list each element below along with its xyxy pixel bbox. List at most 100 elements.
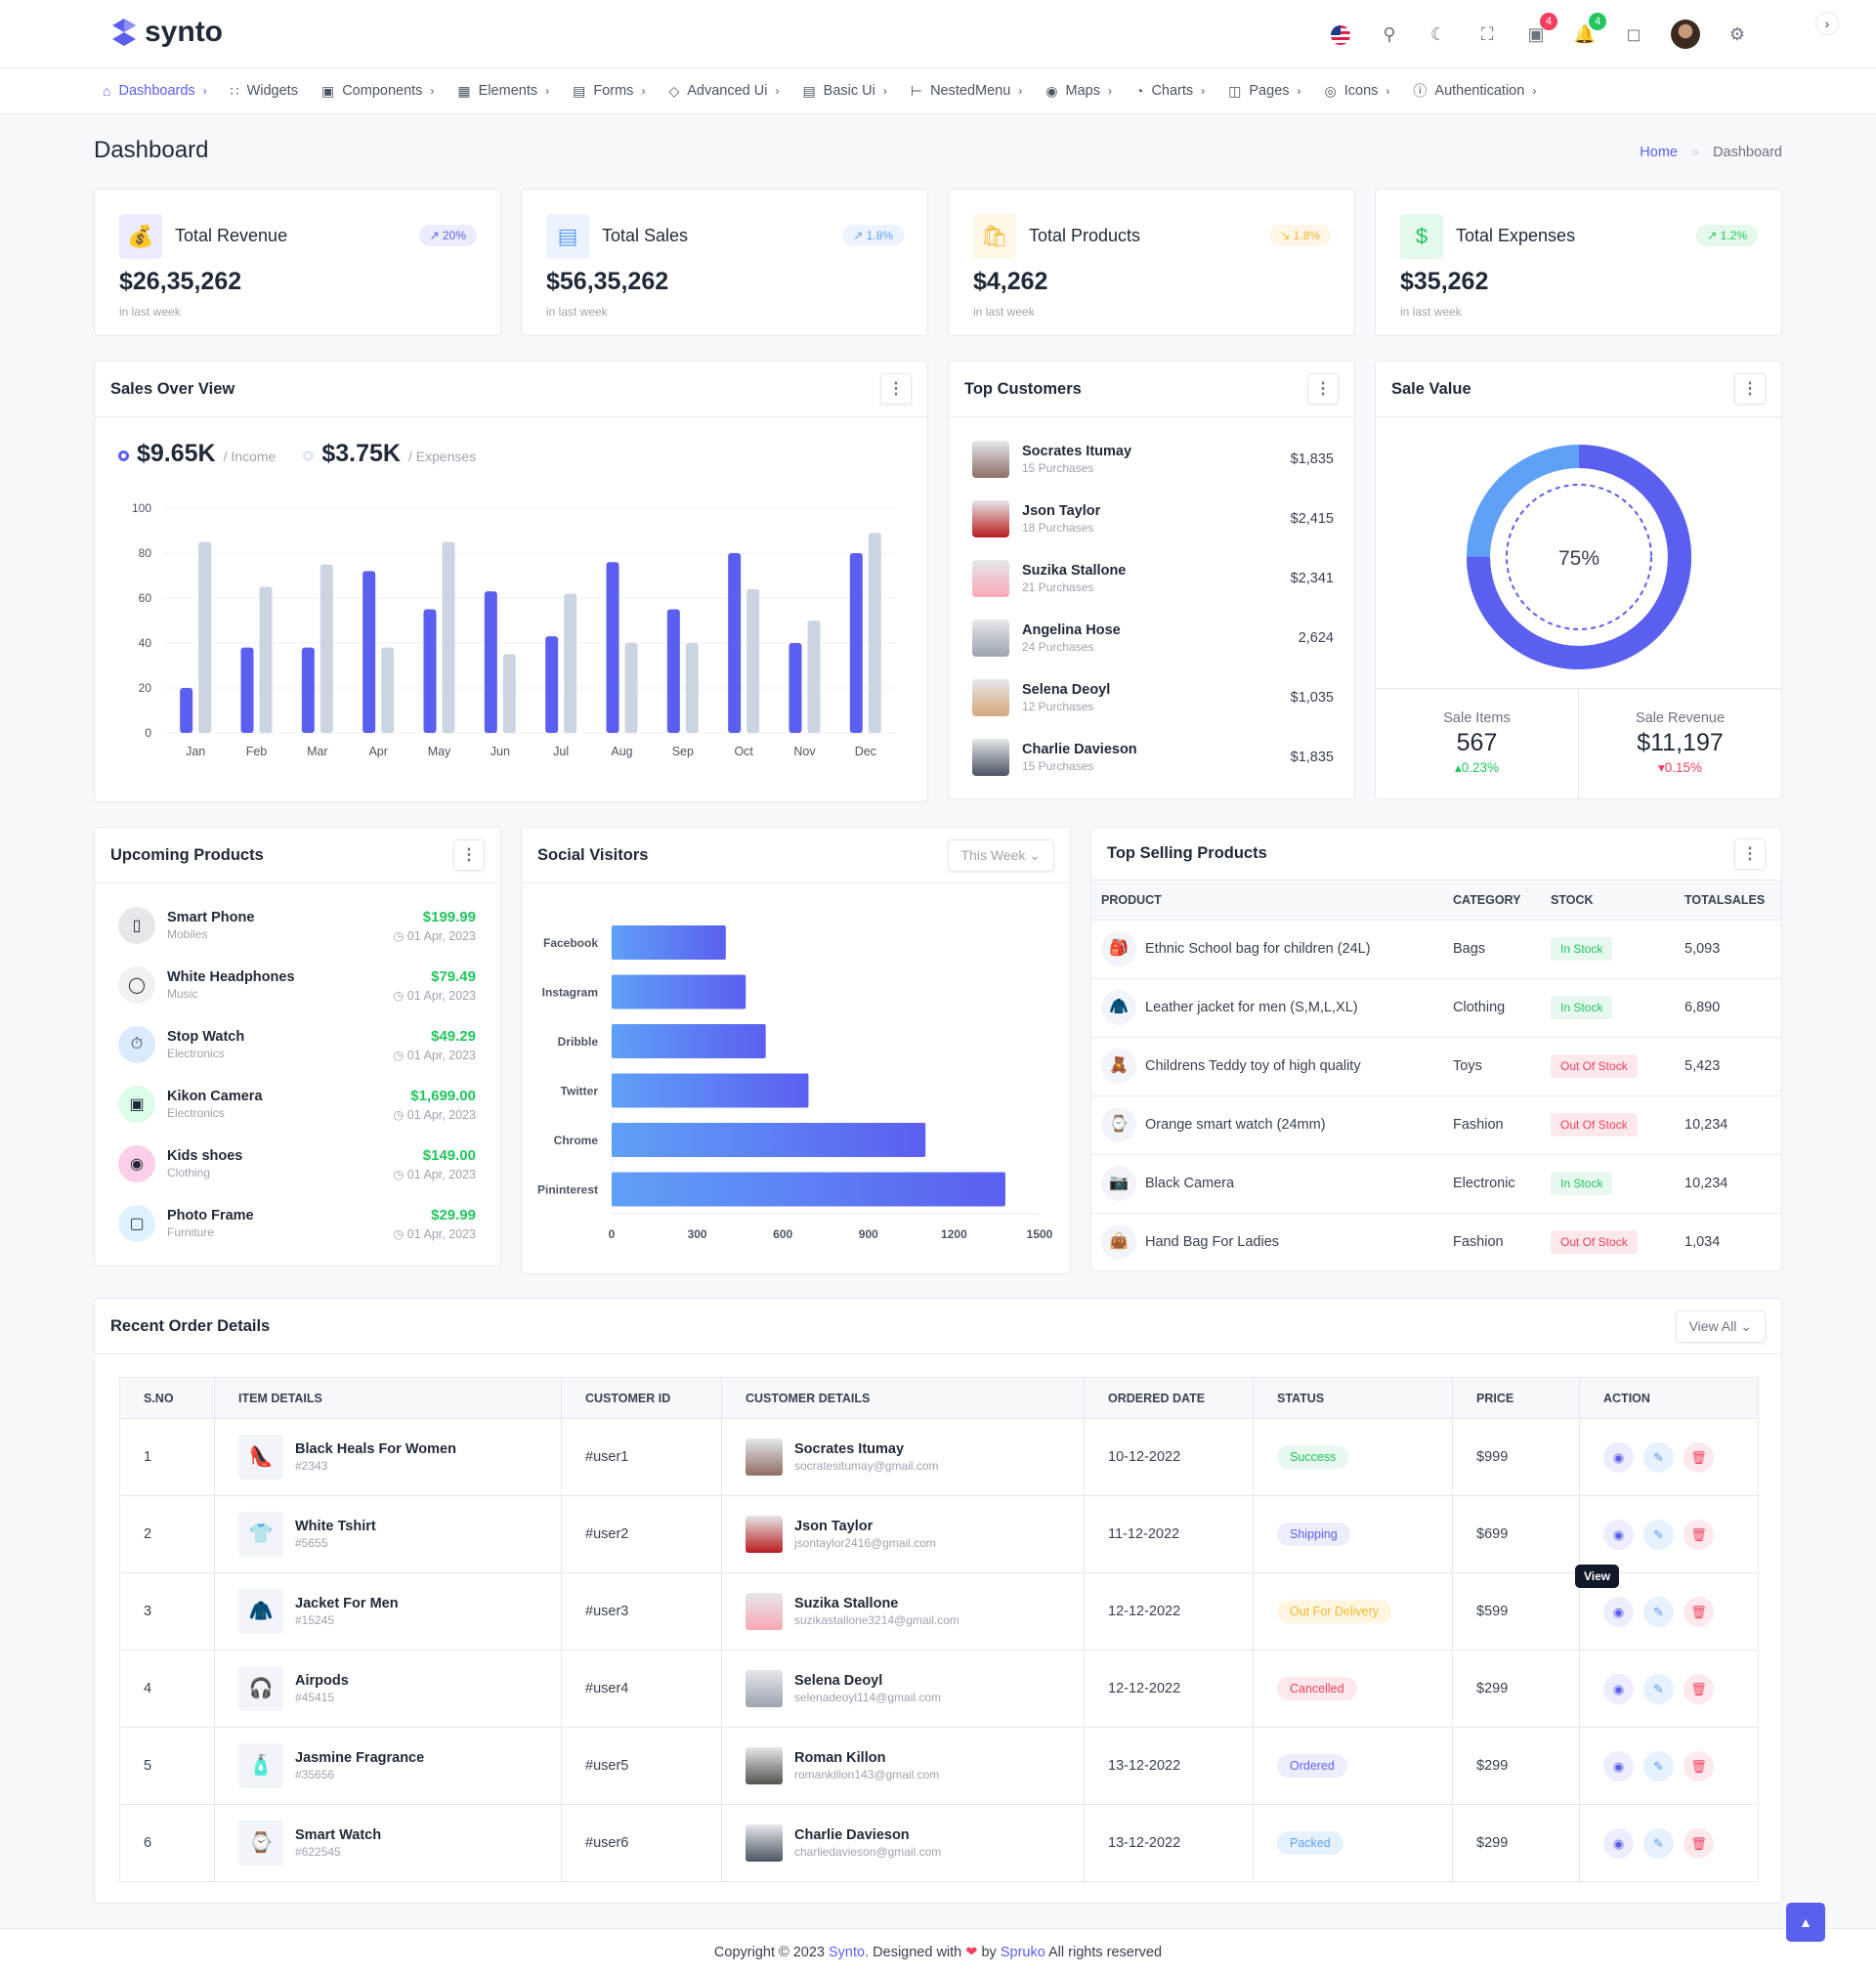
- customer-item[interactable]: Json Taylor 18 Purchases $2,415: [972, 499, 1334, 538]
- nav-item-forms[interactable]: ▤ Forms ›: [573, 83, 645, 100]
- upcoming-product-item[interactable]: ⏱ Stop Watch Electronics $49.29 ◷ 01 Apr, 20…: [118, 1025, 476, 1064]
- nav-item-components[interactable]: ▣ Components ›: [321, 83, 434, 100]
- bar-income-jul[interactable]: [545, 636, 559, 733]
- customer-id[interactable]: #user3: [561, 1572, 722, 1651]
- nav-item-widgets[interactable]: ∷ Widgets: [231, 83, 298, 100]
- nav-item-pages[interactable]: ◫ Pages ›: [1228, 83, 1300, 100]
- bar-expenses-mar[interactable]: [320, 564, 333, 734]
- nav-item-authentication[interactable]: ⓘ Authentication ›: [1413, 81, 1536, 101]
- delete-button[interactable]: 🗑: [1684, 1750, 1714, 1781]
- search-icon[interactable]: ⚲: [1383, 24, 1396, 44]
- user-avatar[interactable]: [1671, 20, 1700, 49]
- gear-icon[interactable]: ⚙: [1728, 24, 1746, 44]
- delete-button[interactable]: 🗑: [1684, 1596, 1714, 1627]
- bar-income-mar[interactable]: [301, 647, 315, 733]
- bar-income-may[interactable]: [423, 609, 437, 734]
- edit-button[interactable]: ✎: [1643, 1519, 1674, 1550]
- delete-button[interactable]: 🗑: [1684, 1519, 1714, 1550]
- customer-id[interactable]: #user2: [561, 1495, 722, 1573]
- bar-expenses-sep[interactable]: [685, 643, 699, 733]
- more-options-button[interactable]: ⋮: [453, 839, 485, 871]
- upcoming-product-item[interactable]: ◯ White Headphones Music $79.49 ◷ 01 Apr, 20…: [118, 966, 476, 1005]
- view-button[interactable]: ◉: [1603, 1827, 1634, 1859]
- bar-chrome[interactable]: [612, 1123, 926, 1157]
- table-row[interactable]: 🧸 Childrens Teddy toy of high quality Toys…: [1091, 1037, 1781, 1096]
- nav-item-nestedmenu[interactable]: ⊢ NestedMenu ›: [911, 83, 1022, 100]
- footer-author-link[interactable]: Spruko: [1000, 1945, 1045, 1960]
- more-options-button[interactable]: ⋮: [1734, 837, 1766, 870]
- bar-twitter[interactable]: [612, 1073, 809, 1108]
- bar-expenses-dec[interactable]: [868, 533, 881, 733]
- customer-id[interactable]: #user4: [561, 1650, 722, 1728]
- customer-item[interactable]: Charlie Davieson 15 Purchases $1,835: [972, 738, 1334, 777]
- bar-dribble[interactable]: [612, 1024, 766, 1058]
- bar-expenses-aug[interactable]: [624, 643, 638, 733]
- bar-income-apr[interactable]: [362, 571, 376, 733]
- delete-button[interactable]: 🗑: [1684, 1441, 1714, 1473]
- bar-expenses-oct[interactable]: [746, 588, 760, 733]
- bar-expenses-jan[interactable]: [198, 541, 212, 734]
- more-options-button[interactable]: ⋮: [880, 373, 912, 405]
- bar-income-jun[interactable]: [484, 591, 497, 733]
- edit-button[interactable]: ✎: [1643, 1596, 1674, 1627]
- fullscreen-icon[interactable]: ⛶: [1480, 24, 1494, 44]
- delete-button[interactable]: 🗑: [1684, 1673, 1714, 1704]
- moon-icon[interactable]: ☾: [1429, 24, 1447, 44]
- footer-brand-link[interactable]: Synto: [829, 1945, 866, 1960]
- delete-button[interactable]: 🗑: [1684, 1827, 1714, 1859]
- view-all-button[interactable]: View All ⌄: [1675, 1309, 1766, 1343]
- nav-item-charts[interactable]: ◔ Charts ›: [1135, 83, 1205, 99]
- bar-facebook[interactable]: [612, 925, 726, 960]
- more-options-button[interactable]: ⋮: [1307, 373, 1339, 405]
- edit-button[interactable]: ✎: [1643, 1750, 1674, 1781]
- bar-pininterest[interactable]: [612, 1172, 1005, 1207]
- view-button[interactable]: ◉: [1603, 1596, 1634, 1627]
- table-row[interactable]: 🧥 Leather jacket for men (S,M,L,XL) Clothi…: [1091, 978, 1781, 1038]
- customer-item[interactable]: Socrates Itumay 15 Purchases $1,835: [972, 440, 1334, 479]
- bar-income-nov[interactable]: [789, 643, 802, 733]
- table-row[interactable]: ⌚ Orange smart watch (24mm) Fashion Out Of …: [1091, 1095, 1781, 1155]
- bell-icon[interactable]: 🔔 4: [1573, 13, 1606, 46]
- period-select[interactable]: This Week ⌄: [947, 838, 1054, 872]
- nav-item-elements[interactable]: ▦ Elements ›: [457, 83, 549, 100]
- nav-item-basic-ui[interactable]: ▤ Basic Ui ›: [802, 83, 886, 100]
- bar-expenses-may[interactable]: [442, 541, 455, 734]
- edit-button[interactable]: ✎: [1643, 1441, 1674, 1473]
- upcoming-product-item[interactable]: ◉ Kids shoes Clothing $149.00 ◷ 01 Apr, 2023: [118, 1144, 476, 1183]
- bar-income-jan[interactable]: [180, 688, 193, 733]
- bar-expenses-jul[interactable]: [564, 593, 577, 733]
- bar-income-dec[interactable]: [849, 553, 863, 733]
- bar-expenses-feb[interactable]: [259, 586, 273, 734]
- view-button[interactable]: ◉: [1603, 1673, 1634, 1704]
- upcoming-product-item[interactable]: ▣ Kikon Camera Electronics $1,699.00 ◷ 01 Ap…: [118, 1085, 476, 1124]
- bar-instagram[interactable]: [612, 974, 746, 1009]
- upcoming-product-item[interactable]: ▯ Smart Phone Mobiles $199.99 ◷ 01 Apr, 2023: [118, 906, 476, 945]
- bar-expenses-jun[interactable]: [502, 654, 516, 734]
- bar-income-aug[interactable]: [606, 562, 619, 733]
- customer-id[interactable]: #user6: [561, 1804, 722, 1882]
- bar-expenses-apr[interactable]: [381, 647, 395, 733]
- nav-item-dashboards[interactable]: ⌂ Dashboards ›: [103, 83, 207, 99]
- customer-id[interactable]: #user1: [561, 1418, 722, 1496]
- nav-next-button[interactable]: ›: [1815, 12, 1839, 35]
- customer-id[interactable]: #user5: [561, 1727, 722, 1805]
- brand-logo[interactable]: synto: [109, 16, 223, 49]
- view-button[interactable]: ◉: [1603, 1750, 1634, 1781]
- table-row[interactable]: 🎒 Ethnic School bag for children (24L) Bag…: [1091, 920, 1781, 979]
- us-flag-icon[interactable]: [1329, 22, 1352, 46]
- nav-item-maps[interactable]: ◉ Maps ›: [1045, 83, 1112, 100]
- table-row[interactable]: 👜 Hand Bag For Ladies Fashion Out Of Stock 1…: [1091, 1213, 1781, 1270]
- customer-item[interactable]: Angelina Hose 24 Purchases 2,624: [972, 619, 1334, 658]
- nav-item-advanced-ui[interactable]: ◇ Advanced Ui ›: [668, 83, 779, 100]
- nav-item-icons[interactable]: ◎ Icons ›: [1325, 83, 1390, 100]
- view-button[interactable]: ◉: [1603, 1519, 1634, 1550]
- view-button[interactable]: ◉: [1603, 1441, 1634, 1473]
- edit-button[interactable]: ✎: [1643, 1673, 1674, 1704]
- upcoming-product-item[interactable]: ▢ Photo Frame Furniture $29.99 ◷ 01 Apr, 202…: [118, 1204, 476, 1243]
- back-to-top-button[interactable]: ▲: [1786, 1903, 1825, 1942]
- table-row[interactable]: 📷 Black Camera Electronic In Stock 10,234: [1091, 1154, 1781, 1214]
- bar-income-sep[interactable]: [666, 609, 680, 734]
- bar-income-feb[interactable]: [240, 647, 254, 733]
- bar-expenses-nov[interactable]: [807, 621, 821, 733]
- more-options-button[interactable]: ⋮: [1734, 373, 1766, 405]
